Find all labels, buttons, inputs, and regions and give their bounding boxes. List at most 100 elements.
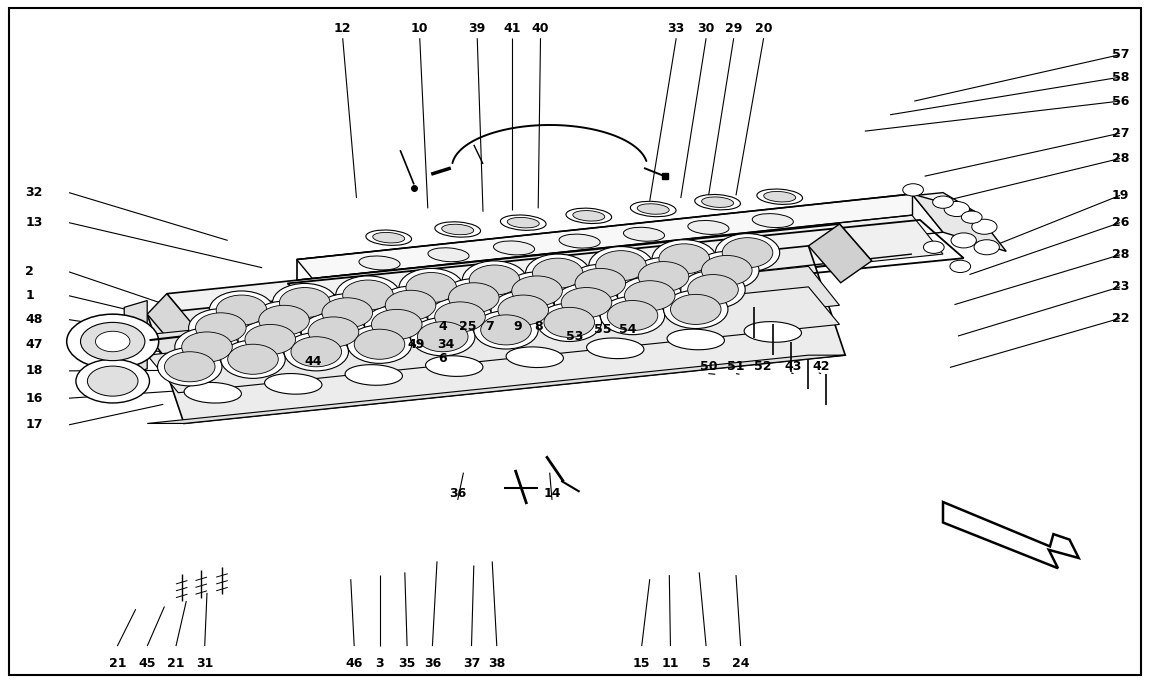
Text: 18: 18 bbox=[25, 364, 43, 378]
Ellipse shape bbox=[573, 210, 605, 221]
Text: 34: 34 bbox=[437, 338, 455, 352]
Circle shape bbox=[284, 333, 348, 371]
Ellipse shape bbox=[354, 293, 409, 311]
Text: 46: 46 bbox=[345, 657, 363, 670]
Circle shape bbox=[189, 309, 253, 347]
Circle shape bbox=[498, 295, 549, 325]
Text: 28: 28 bbox=[1112, 152, 1129, 165]
Ellipse shape bbox=[493, 241, 535, 255]
Circle shape bbox=[175, 328, 239, 366]
Circle shape bbox=[221, 340, 285, 378]
Circle shape bbox=[315, 294, 380, 332]
Circle shape bbox=[245, 324, 296, 354]
Ellipse shape bbox=[485, 279, 540, 297]
Circle shape bbox=[526, 254, 590, 292]
Ellipse shape bbox=[615, 266, 670, 284]
Text: 58: 58 bbox=[1112, 70, 1129, 84]
Text: 40: 40 bbox=[531, 22, 550, 36]
Circle shape bbox=[252, 301, 316, 339]
Text: 6: 6 bbox=[438, 352, 447, 365]
Polygon shape bbox=[297, 194, 943, 279]
Ellipse shape bbox=[566, 208, 612, 223]
Circle shape bbox=[81, 322, 145, 361]
Polygon shape bbox=[147, 246, 845, 423]
Text: 44: 44 bbox=[304, 355, 322, 369]
Circle shape bbox=[378, 286, 443, 324]
Circle shape bbox=[670, 294, 721, 324]
Text: 49: 49 bbox=[407, 338, 426, 352]
Text: 56: 56 bbox=[1112, 94, 1129, 108]
Ellipse shape bbox=[623, 227, 665, 241]
Ellipse shape bbox=[586, 338, 644, 359]
Text: 39: 39 bbox=[469, 22, 486, 36]
Text: 45: 45 bbox=[138, 657, 156, 670]
Text: 24: 24 bbox=[731, 657, 750, 670]
Circle shape bbox=[944, 201, 969, 217]
Circle shape bbox=[596, 251, 646, 281]
Circle shape bbox=[308, 317, 359, 347]
Text: 15: 15 bbox=[632, 657, 651, 670]
Circle shape bbox=[462, 261, 527, 299]
Text: 9: 9 bbox=[513, 320, 522, 333]
Circle shape bbox=[406, 273, 457, 303]
Text: 52: 52 bbox=[753, 360, 772, 374]
Circle shape bbox=[238, 320, 302, 359]
Text: 53: 53 bbox=[566, 329, 584, 343]
Circle shape bbox=[702, 255, 752, 285]
Circle shape bbox=[951, 233, 976, 248]
Ellipse shape bbox=[184, 382, 242, 403]
Polygon shape bbox=[297, 215, 943, 318]
Text: 3: 3 bbox=[375, 657, 384, 670]
Circle shape bbox=[589, 247, 653, 285]
Circle shape bbox=[600, 296, 665, 335]
Text: 50: 50 bbox=[699, 360, 718, 374]
Circle shape bbox=[544, 307, 595, 337]
Circle shape bbox=[568, 264, 633, 303]
Polygon shape bbox=[147, 355, 845, 423]
Text: 7: 7 bbox=[485, 320, 494, 333]
Circle shape bbox=[903, 184, 923, 196]
Text: 21: 21 bbox=[167, 657, 185, 670]
Polygon shape bbox=[147, 287, 840, 393]
Ellipse shape bbox=[752, 214, 793, 227]
Text: 57: 57 bbox=[1112, 48, 1129, 61]
Circle shape bbox=[481, 315, 531, 345]
Text: 47: 47 bbox=[25, 338, 43, 352]
Polygon shape bbox=[167, 224, 840, 331]
Polygon shape bbox=[808, 224, 872, 283]
Polygon shape bbox=[943, 502, 1079, 568]
Circle shape bbox=[974, 240, 999, 255]
Text: 29: 29 bbox=[724, 22, 743, 36]
Ellipse shape bbox=[688, 221, 729, 234]
Circle shape bbox=[259, 305, 309, 335]
Ellipse shape bbox=[420, 286, 475, 304]
Polygon shape bbox=[147, 294, 198, 351]
Circle shape bbox=[652, 240, 716, 278]
Text: 23: 23 bbox=[1112, 280, 1129, 294]
Text: 19: 19 bbox=[1112, 189, 1129, 202]
Circle shape bbox=[972, 219, 997, 234]
Circle shape bbox=[618, 277, 682, 315]
Circle shape bbox=[933, 196, 953, 208]
Ellipse shape bbox=[500, 215, 546, 230]
Circle shape bbox=[715, 234, 780, 272]
Circle shape bbox=[923, 241, 944, 253]
Circle shape bbox=[681, 270, 745, 309]
Polygon shape bbox=[297, 193, 975, 279]
Text: 28: 28 bbox=[1112, 248, 1129, 262]
Circle shape bbox=[182, 332, 232, 362]
Ellipse shape bbox=[359, 256, 400, 270]
Circle shape bbox=[399, 268, 463, 307]
Ellipse shape bbox=[366, 230, 412, 245]
Text: 5: 5 bbox=[702, 657, 711, 670]
Circle shape bbox=[624, 281, 675, 311]
Circle shape bbox=[638, 262, 689, 292]
Circle shape bbox=[491, 291, 555, 329]
Text: 30: 30 bbox=[697, 22, 715, 36]
Circle shape bbox=[695, 251, 759, 290]
Circle shape bbox=[322, 298, 373, 328]
Circle shape bbox=[469, 265, 520, 295]
Text: 20: 20 bbox=[754, 22, 773, 36]
Polygon shape bbox=[297, 194, 943, 297]
Text: 33: 33 bbox=[667, 22, 684, 36]
